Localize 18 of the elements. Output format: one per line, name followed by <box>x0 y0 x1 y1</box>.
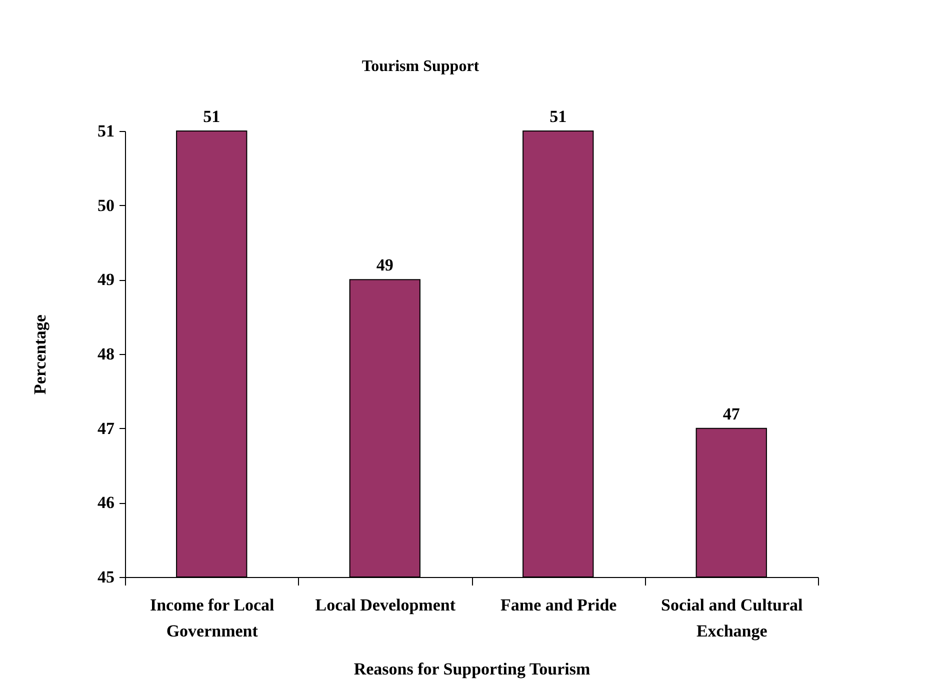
x-tick-label: Social and Cultural Exchange <box>661 596 803 640</box>
x-tick-label: Fame and Pride <box>500 596 618 614</box>
x-tick-label: Income for Local Government <box>150 596 275 640</box>
y-tick-label: 47 <box>98 418 115 438</box>
data-label: 51 <box>550 107 567 126</box>
y-axis-title: Percentage <box>30 314 50 394</box>
y-tick-label: 45 <box>98 568 114 586</box>
y-tick-label: 51 <box>98 122 114 140</box>
data-label: 49 <box>376 256 394 275</box>
data-label: 51 <box>203 107 220 126</box>
y-tick-label: 46 <box>98 493 114 512</box>
chart-title: Tourism Support <box>362 58 480 75</box>
data-label: 47 <box>722 404 740 424</box>
y-tick-label: 49 <box>98 270 114 290</box>
y-tick-label: 48 <box>98 344 114 364</box>
x-axis-title: Reasons for Supporting Tourism <box>354 660 590 678</box>
y-tick-label: 50 <box>98 196 114 215</box>
x-tick-label: Local Development <box>315 596 456 614</box>
